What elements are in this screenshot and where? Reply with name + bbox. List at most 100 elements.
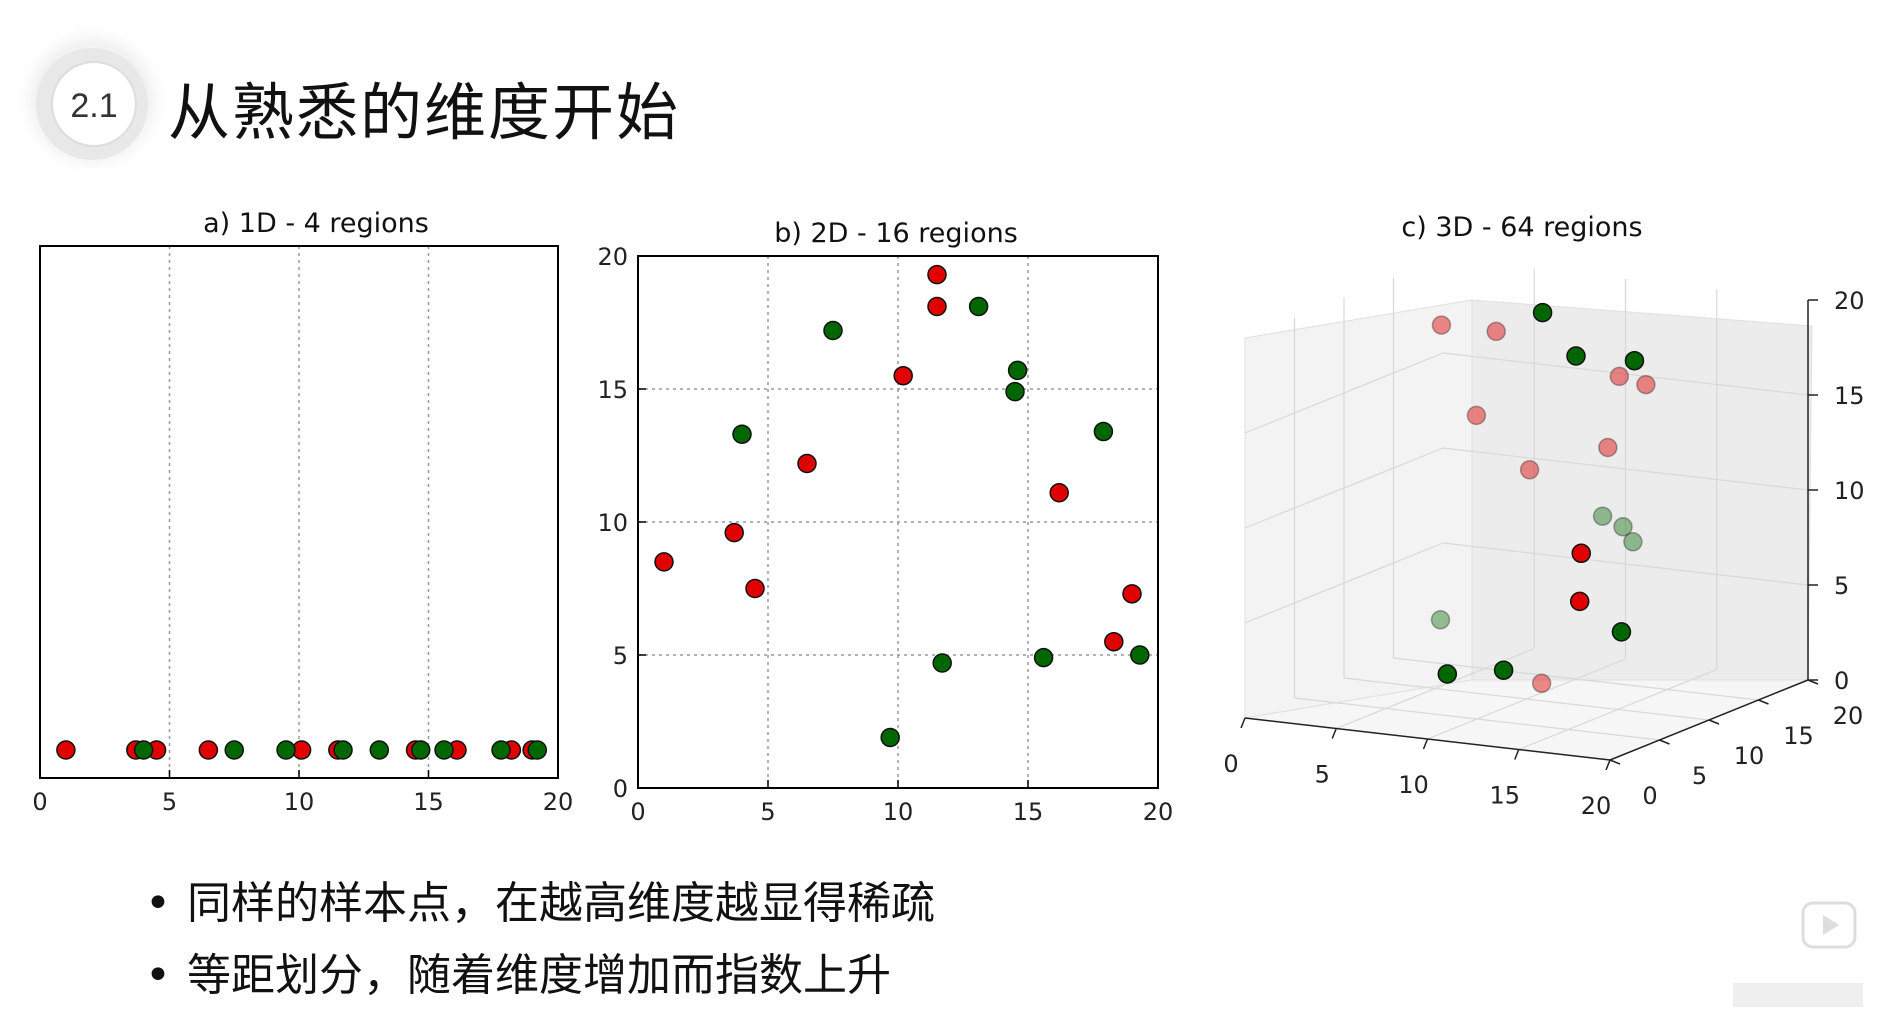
green-point-3d	[1613, 517, 1633, 537]
green-point	[369, 740, 390, 760]
y-tick-label-3d: 10	[1734, 742, 1765, 770]
red-point-3d	[1569, 591, 1590, 612]
green-point	[1093, 421, 1114, 442]
red-point	[893, 365, 913, 386]
y-tick-label-3d: 0	[1642, 782, 1657, 810]
x-tick-3d	[1514, 749, 1520, 760]
section-number: 2.1	[70, 87, 118, 125]
bullet-item: • 等距划分，随着维度增加而指数上升	[145, 940, 935, 1012]
red-point	[1104, 631, 1124, 652]
charts-area: a) 1D - 4 regions 0 5 10 15 20 b) 2D - 16 re…	[32, 208, 1865, 826]
red-point-3d	[1598, 437, 1618, 458]
chart-1d: a) 1D - 4 regions 0 5 10 15 20	[32, 208, 573, 816]
x-tick-label-3d: 15	[1489, 782, 1520, 810]
green-point	[968, 296, 989, 317]
green-point	[410, 740, 431, 760]
green-point	[434, 740, 454, 760]
z-tick-label-3d: 15	[1834, 382, 1865, 410]
grid-3d	[1427, 658, 1626, 740]
green-point	[276, 740, 296, 760]
y-tick-label: 0	[613, 775, 628, 803]
z-tick-label-3d: 0	[1834, 667, 1849, 695]
green-point	[932, 653, 952, 673]
section-badge	[0, 0, 172, 180]
grid-3d	[1244, 447, 1444, 529]
grid-3d	[1244, 352, 1444, 434]
y-tick-3d	[1758, 699, 1769, 705]
red-point-3d	[1519, 460, 1540, 480]
z-tick-label-3d: 20	[1834, 287, 1865, 315]
grid-3d	[1442, 352, 1809, 396]
x-tick-label: 15	[413, 788, 444, 816]
grid-3d	[1393, 657, 1759, 701]
y-tick-label: 10	[597, 509, 628, 537]
red-point	[198, 740, 219, 760]
z-tick-label-3d: 5	[1834, 572, 1849, 600]
x-tick-label: 10	[284, 788, 315, 816]
green-point	[823, 320, 843, 341]
red-point-3d	[1636, 374, 1656, 395]
green-point-3d	[1592, 506, 1613, 526]
red-point-3d	[1466, 405, 1487, 426]
red-point	[927, 264, 947, 285]
red-point	[1049, 482, 1069, 503]
red-point-3d	[1486, 321, 1506, 342]
y-tick-label-3d: 20	[1833, 702, 1864, 730]
red-point-3d	[1431, 315, 1452, 335]
red-point	[927, 296, 947, 317]
x-tick-label: 15	[1013, 798, 1044, 826]
red-point-3d	[1609, 366, 1630, 387]
green-point-3d	[1493, 660, 1514, 680]
chart-2d: b) 2D - 16 regions 0 5 10 15 20 0 5 10 15 20	[597, 218, 1173, 826]
y-tick-3d	[1708, 719, 1720, 725]
x-tick-label: 10	[883, 798, 914, 826]
x-tick-label: 5	[760, 798, 775, 826]
green-point	[732, 424, 752, 444]
x-tick-label-3d: 10	[1398, 771, 1429, 799]
chart-2d-title: b) 2D - 16 regions	[774, 218, 1018, 249]
red-point-3d	[1531, 673, 1552, 694]
x-tick-label-3d: 0	[1223, 750, 1238, 778]
y-tick-label-3d: 15	[1783, 722, 1814, 750]
green-point-3d	[1430, 610, 1451, 630]
green-point-3d	[1611, 622, 1632, 642]
green-point	[1033, 647, 1054, 668]
green-point	[224, 740, 244, 760]
green-point	[527, 740, 548, 760]
y-tick-label-3d: 5	[1692, 762, 1707, 790]
x-tick-3d	[1240, 717, 1246, 729]
y-tick-label: 15	[597, 376, 628, 404]
red-point	[745, 578, 765, 599]
green-point	[880, 727, 900, 748]
page-title: 从熟悉的维度开始	[168, 76, 681, 149]
y-tick-label: 5	[613, 642, 628, 670]
red-point-3d	[1571, 543, 1591, 564]
x-tick-3d	[1331, 728, 1337, 739]
x-tick-label: 5	[162, 788, 177, 816]
green-point	[133, 740, 154, 760]
green-point	[333, 740, 353, 760]
x-tick-label-3d: 5	[1315, 761, 1330, 789]
chart-3d-panes	[1244, 299, 1813, 761]
chart-1d-title: a) 1D - 4 regions	[203, 208, 429, 239]
bullet-text: 等距划分，随着维度增加而指数上升	[187, 950, 891, 1001]
z-tick-label-3d: 10	[1834, 477, 1865, 505]
chart-3d-title: c) 3D - 64 regions	[1401, 212, 1642, 243]
video-watermark	[1553, 883, 1883, 1017]
y-tick-3d	[1609, 759, 1621, 765]
x-tick-label-3d: 20	[1581, 792, 1612, 820]
green-point	[491, 740, 511, 760]
bullet-dot: •	[145, 878, 171, 929]
bullet-dot: •	[145, 950, 171, 1001]
red-point	[1122, 584, 1142, 604]
y-tick-label: 20	[597, 243, 628, 271]
green-point-3d	[1532, 302, 1553, 323]
bullet-item: • 同样的样本点，在越高维度越显得稀疏	[145, 868, 935, 940]
green-point-3d	[1437, 664, 1458, 684]
grid-3d	[1518, 668, 1717, 751]
green-point	[1007, 360, 1028, 381]
x-tick-label: 20	[1143, 798, 1174, 826]
y-tick-3d	[1659, 739, 1670, 745]
grid-3d	[1442, 447, 1809, 491]
green-point-3d	[1623, 532, 1643, 552]
